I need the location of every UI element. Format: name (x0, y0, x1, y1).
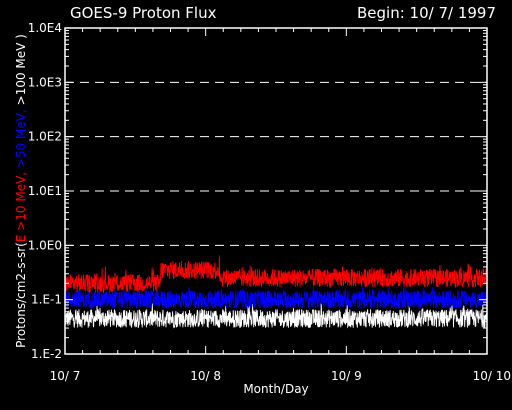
series-line (64, 287, 488, 310)
x-axis-ticks: 10/ 7 10/ 8 10/ 9 10/ 10 (50, 28, 511, 383)
grid-lines (65, 81, 487, 246)
y-axis-label: Protons/cm2-s-sr(E >10 MeV, >50 MeV, >10… (14, 34, 28, 348)
series-group (64, 255, 488, 329)
x-tick-label: 10/ 8 (190, 369, 221, 383)
series-line (64, 255, 488, 294)
begin-date-label: Begin: 10/ 7/ 1997 (357, 4, 496, 22)
x-tick-label: 10/ 7 (50, 369, 81, 383)
y-tick-label: 1.0E2 (28, 130, 62, 144)
x-tick-label: 10/ 9 (331, 369, 362, 383)
y-tick-label: 1.0E3 (28, 75, 62, 89)
y-tick-label: 1.0E4 (28, 21, 62, 35)
y-axis-label-part: >50 MeV, (14, 105, 28, 168)
x-tick-label: 10/ 10 (473, 369, 511, 383)
y-axis-label-part: >100 MeV ) (14, 34, 28, 105)
chart-title: GOES-9 Proton Flux (70, 4, 217, 22)
y-tick-label: 1.0E1 (28, 184, 62, 198)
y-axis-ticks: 1.E-2 1.E-1 1.0E0 1.0E1 1.0E2 1.0E3 1.0E4 (28, 21, 487, 361)
y-tick-label: 1.0E0 (28, 238, 62, 252)
x-axis-label: Month/Day (243, 382, 308, 396)
y-axis-label-part: E >10 MeV, (14, 168, 28, 242)
y-axis-label-part: Protons/cm2-s-sr( (14, 242, 28, 348)
y-tick-label: 1.E-2 (31, 347, 62, 361)
series-line (64, 303, 488, 329)
y-tick-label: 1.E-1 (31, 293, 62, 307)
